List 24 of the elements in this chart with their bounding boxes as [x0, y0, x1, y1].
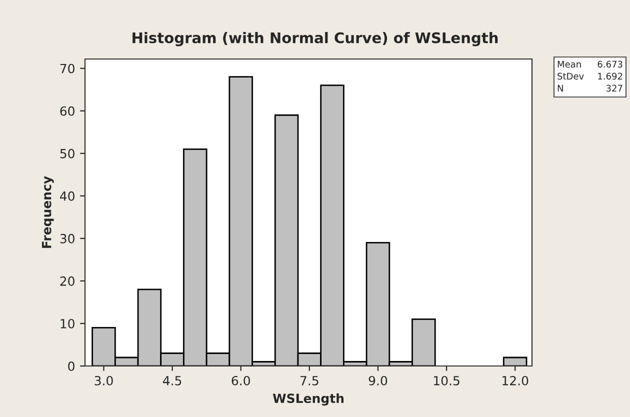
text: StDev — [558, 72, 584, 80]
y-tick-label: 70 — [60, 64, 74, 74]
text: 327 — [606, 84, 622, 92]
y-tick-label: 10 — [60, 318, 74, 328]
y-tick-label: 20 — [60, 276, 74, 286]
y-axis-title: Frequency — [42, 176, 54, 248]
chart-title: Histogram (with Normal Curve) of WSLength — [132, 32, 498, 46]
text: 1.692 — [598, 72, 622, 80]
x-tick-label: 12.0 — [502, 376, 528, 386]
x-tick-label: 9.0 — [368, 376, 388, 386]
y-tick-label: 40 — [60, 191, 74, 201]
x-tick-label: 4.5 — [162, 376, 182, 386]
x-axis-title: WSLength — [272, 393, 344, 406]
x-tick-label: 10.5 — [434, 376, 460, 386]
x-tick-label: 3.0 — [94, 376, 113, 386]
text: N — [558, 84, 563, 92]
y-tick-label: 0 — [68, 361, 74, 371]
text: Mean — [558, 60, 581, 68]
y-tick-label: 50 — [60, 148, 74, 158]
x-tick-label: 6.0 — [232, 376, 250, 386]
text: 6.673 — [598, 60, 622, 68]
y-tick-label: 30 — [60, 234, 74, 244]
x-tick-label: 7.5 — [300, 376, 318, 386]
y-tick-label: 60 — [60, 106, 74, 116]
